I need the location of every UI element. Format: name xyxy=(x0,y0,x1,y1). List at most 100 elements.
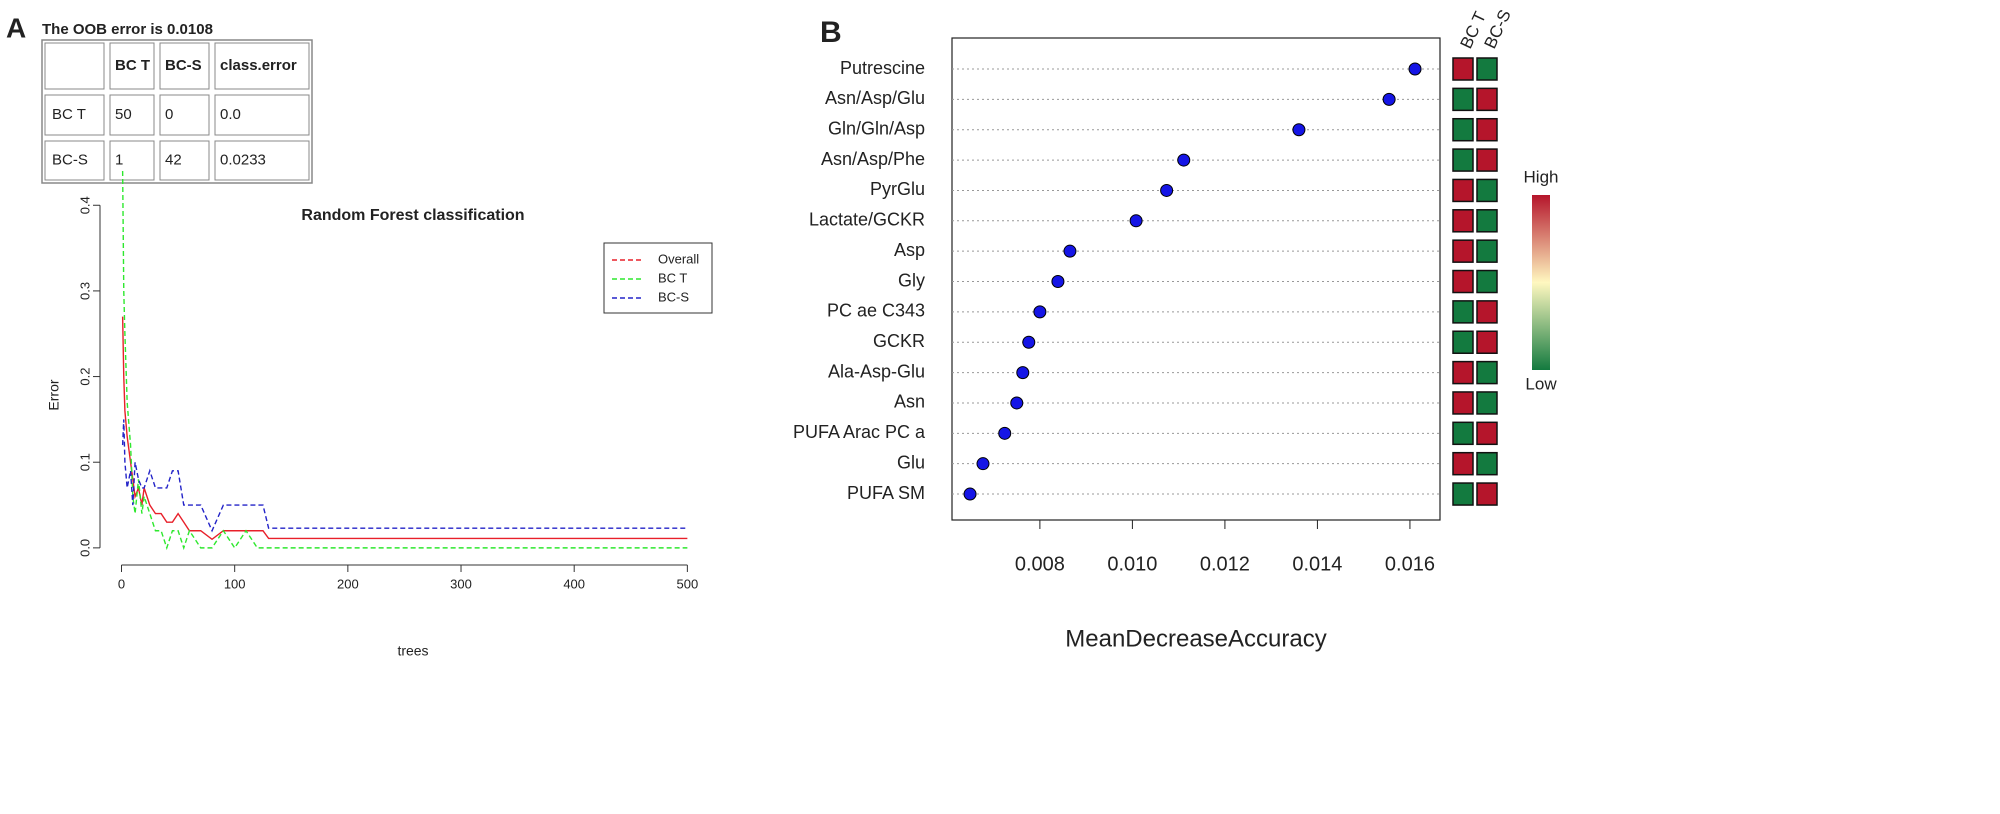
y-tick-label: 0.0 xyxy=(77,539,92,557)
y-tick-label: 0.2 xyxy=(77,368,92,386)
category-label: Asn xyxy=(894,392,925,412)
heatmap-cell xyxy=(1476,421,1498,446)
table-value: 42 xyxy=(165,151,182,168)
heatmap-cell xyxy=(1476,117,1498,142)
table-cell xyxy=(214,94,310,136)
table-header: class.error xyxy=(220,57,297,74)
category-label: Glu xyxy=(897,452,925,472)
dot xyxy=(976,457,990,471)
heatmap-cell xyxy=(1476,209,1498,233)
dot xyxy=(963,487,977,501)
table-value: 0 xyxy=(165,106,173,123)
table-frame xyxy=(41,39,313,184)
table-caption: The OOB error is 0.0108 xyxy=(42,21,213,38)
heatmap-cell xyxy=(1452,330,1474,354)
heatmap-cell xyxy=(1452,87,1474,112)
dot xyxy=(1010,396,1024,410)
category-label: Lactate/GCKR xyxy=(809,210,925,230)
heatmap-column-label: BC-S xyxy=(1480,7,1514,52)
heatmap-cell xyxy=(1452,482,1474,506)
dot xyxy=(1063,244,1077,258)
legend-label: Overall xyxy=(658,251,699,266)
x-tick-label: 500 xyxy=(677,576,699,591)
category-label: PC ae C343 xyxy=(827,301,925,321)
category-label: PyrGlu xyxy=(870,179,925,199)
heatmap-cell xyxy=(1452,360,1474,385)
category-label: Asp xyxy=(894,240,925,260)
legend-box xyxy=(603,242,713,314)
table-cell xyxy=(159,42,210,90)
table-cell xyxy=(159,140,210,181)
legend-label: BC-S xyxy=(658,289,689,304)
x-tick-label: 0.008 xyxy=(1015,553,1065,575)
heatmap-cell xyxy=(1452,178,1474,203)
dot xyxy=(998,426,1012,440)
category-label: Asn/Asp/Glu xyxy=(825,88,925,108)
category-label: Ala-Asp-Glu xyxy=(828,361,925,381)
dot xyxy=(1051,275,1065,289)
x-axis-title: MeanDecreaseAccuracy xyxy=(1065,625,1326,652)
category-label: Gly xyxy=(898,270,925,290)
plot-frame xyxy=(951,37,1441,521)
table-cell xyxy=(109,94,155,136)
category-label: Putrescine xyxy=(840,58,925,78)
y-tick-label: 0.4 xyxy=(77,196,92,214)
heatmap-cell xyxy=(1476,300,1498,324)
heatmap-cell xyxy=(1476,330,1498,354)
table-cell xyxy=(159,94,210,136)
table-value: 0.0233 xyxy=(220,151,266,168)
table-value: 1 xyxy=(115,151,123,168)
panel-label: A xyxy=(6,12,26,43)
x-tick-label: 0.012 xyxy=(1200,553,1250,575)
y-tick-label: 0.1 xyxy=(77,453,92,471)
heatmap-cell xyxy=(1452,239,1474,263)
dot xyxy=(1408,62,1422,76)
x-tick-label: 0.016 xyxy=(1385,553,1435,575)
category-label: PUFA SM xyxy=(847,483,925,503)
series-line xyxy=(121,419,688,533)
x-tick-label: 300 xyxy=(450,576,472,591)
table-value: 0.0 xyxy=(220,106,241,123)
table-cell xyxy=(44,42,105,90)
heatmap-cell xyxy=(1476,451,1498,476)
dot xyxy=(1022,335,1036,349)
colorbar xyxy=(1532,195,1550,370)
heatmap-cell xyxy=(1476,148,1498,172)
x-tick-label: 0 xyxy=(118,576,125,591)
table-cell xyxy=(214,140,310,181)
heatmap-cell xyxy=(1476,239,1498,263)
x-tick-label: 100 xyxy=(224,576,246,591)
series-line xyxy=(121,170,688,551)
table-cell xyxy=(109,42,155,90)
category-label: PUFA Arac PC a xyxy=(793,422,926,442)
table-cell xyxy=(214,42,310,90)
heatmap-cell xyxy=(1476,87,1498,112)
dot xyxy=(1382,92,1396,106)
colorbar-low: Low xyxy=(1525,374,1557,393)
row-label: BC-S xyxy=(52,151,88,168)
category-label: GCKR xyxy=(873,331,925,351)
dot xyxy=(1129,214,1143,228)
category-label: Asn/Asp/Phe xyxy=(821,149,925,169)
heatmap-cell xyxy=(1452,57,1474,81)
heatmap-cell xyxy=(1452,451,1474,476)
table-header: BC T xyxy=(115,57,150,74)
x-tick-label: 400 xyxy=(563,576,585,591)
heatmap-cell xyxy=(1452,421,1474,446)
y-axis-title: Error xyxy=(46,379,62,410)
heatmap-cell xyxy=(1476,178,1498,203)
dot xyxy=(1177,153,1191,167)
heatmap-cell xyxy=(1452,269,1474,294)
heatmap-cell xyxy=(1476,360,1498,385)
table-header: BC-S xyxy=(165,57,202,74)
heatmap-cell xyxy=(1476,391,1498,415)
panel-label: B xyxy=(820,16,842,49)
heatmap-cell xyxy=(1476,482,1498,506)
table-cell xyxy=(44,140,105,181)
heatmap-cell xyxy=(1476,57,1498,81)
colorbar-high: High xyxy=(1524,167,1559,186)
dot xyxy=(1292,123,1306,137)
category-label: Gln/Gln/Asp xyxy=(828,118,925,138)
heatmap-cell xyxy=(1476,269,1498,294)
